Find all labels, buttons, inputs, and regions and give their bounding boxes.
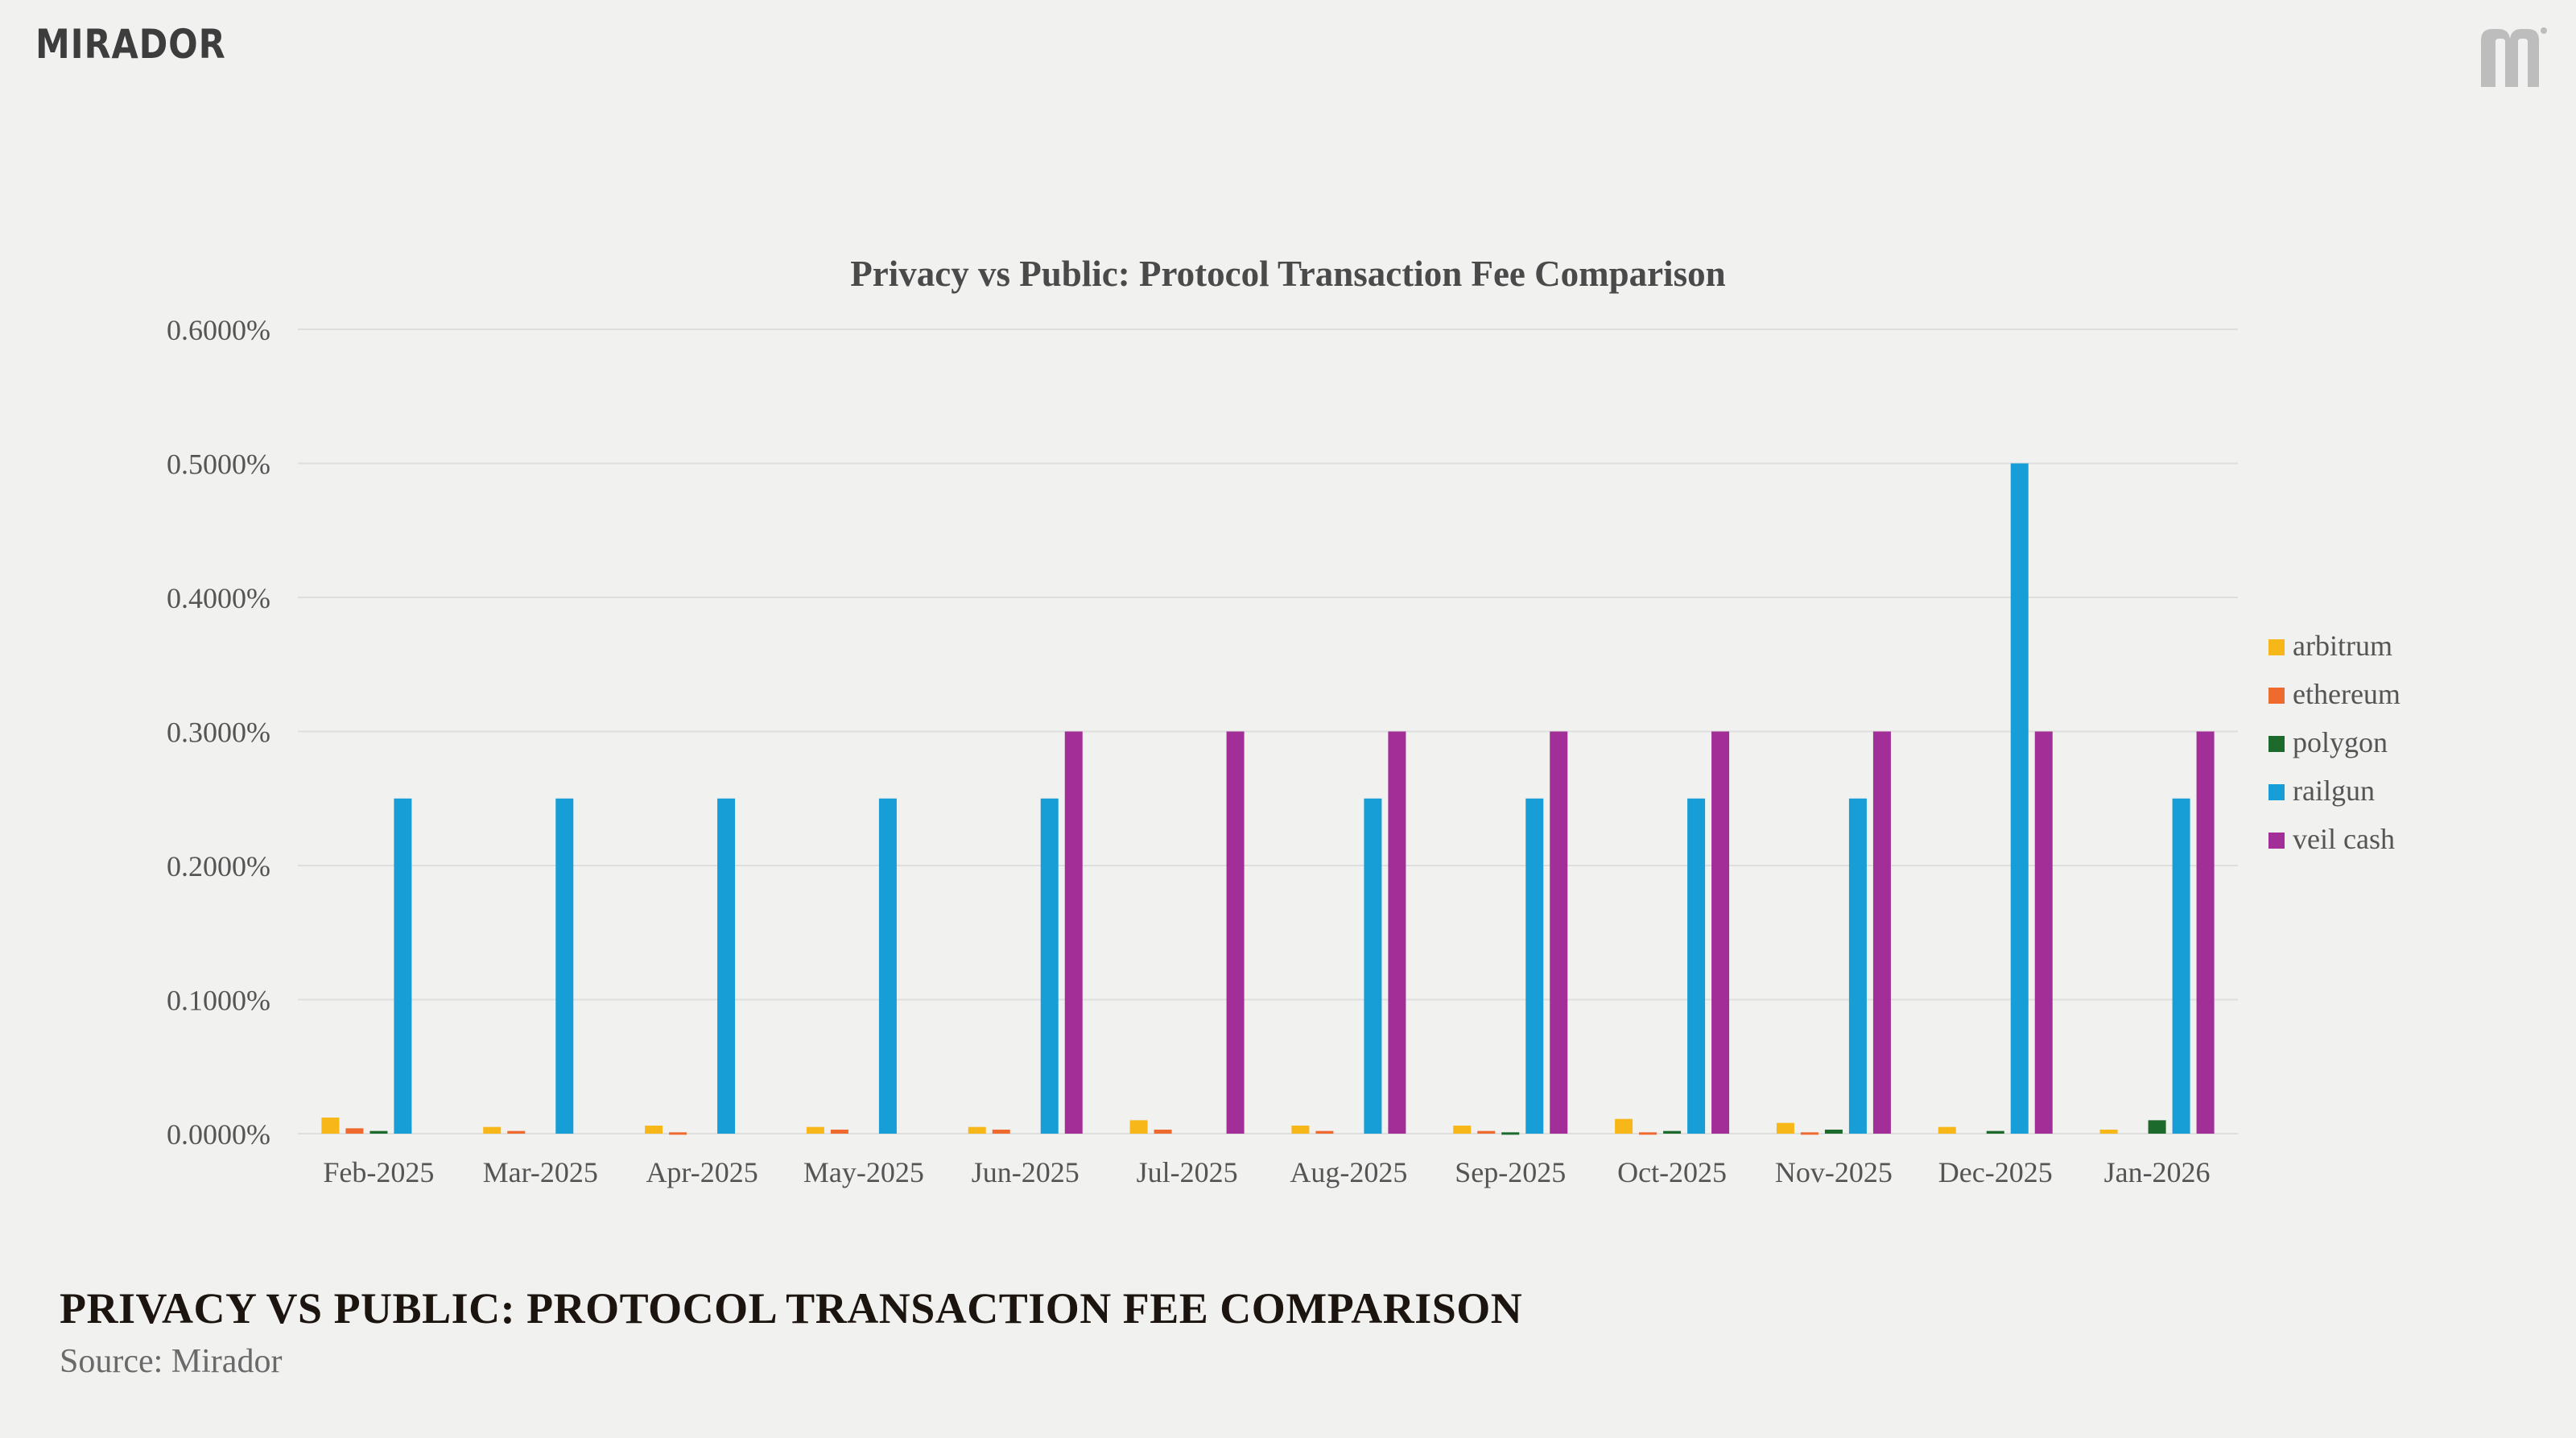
bar-railgun-Apr-2025	[717, 798, 736, 1134]
x-tick-label: Jun-2025	[972, 1156, 1080, 1188]
grid-lines	[298, 329, 2238, 1134]
bar-ethereum-Aug-2025	[1315, 1130, 1334, 1134]
bar-railgun-Jun-2025	[1040, 798, 1059, 1134]
bar-arbitrum-May-2025	[806, 1126, 824, 1134]
x-tick-label: Aug-2025	[1290, 1156, 1407, 1188]
bar-polygon-Oct-2025	[1663, 1130, 1682, 1134]
bar-veil-cash-Aug-2025	[1388, 731, 1406, 1134]
bar-arbitrum-Jul-2025	[1129, 1120, 1148, 1134]
bar-polygon-Feb-2025	[369, 1130, 388, 1134]
bar-railgun-Aug-2025	[1364, 798, 1382, 1134]
bar-arbitrum-Jan-2026	[2099, 1130, 2118, 1134]
x-tick-label: Jan-2026	[2104, 1156, 2211, 1188]
x-tick-label: Dec-2025	[1938, 1156, 2053, 1188]
legend-swatch-arbitrum	[2268, 639, 2285, 655]
bar-veil-cash-Nov-2025	[1872, 731, 1891, 1134]
bar-railgun-Jan-2026	[2172, 798, 2190, 1134]
bar-ethereum-Sep-2025	[1477, 1130, 1496, 1134]
bar-ethereum-Jul-2025	[1154, 1130, 1172, 1134]
bar-arbitrum-Mar-2025	[483, 1126, 502, 1134]
brand-logo: MIRADOR	[35, 21, 226, 68]
legend-swatch-railgun	[2268, 784, 2285, 800]
bar-chart: Privacy vs Public: Protocol Transaction …	[167, 254, 2401, 1188]
y-tick-label: 0.5000%	[167, 448, 270, 481]
bar-ethereum-May-2025	[830, 1130, 848, 1134]
y-tick-label: 0.3000%	[167, 717, 270, 749]
legend-label-ethereum: ethereum	[2293, 678, 2401, 710]
mirador-mark-icon	[2481, 27, 2547, 87]
legend-label-polygon: polygon	[2293, 726, 2388, 758]
bar-railgun-Oct-2025	[1687, 798, 1706, 1134]
bar-arbitrum-Dec-2025	[1938, 1126, 1956, 1134]
bar-arbitrum-Apr-2025	[645, 1126, 663, 1134]
bar-arbitrum-Nov-2025	[1776, 1122, 1794, 1134]
bar-polygon-Nov-2025	[1824, 1130, 1843, 1134]
bar-railgun-May-2025	[878, 798, 897, 1134]
bar-veil-cash-Jun-2025	[1064, 731, 1083, 1134]
bar-railgun-Nov-2025	[1848, 798, 1867, 1134]
y-tick-label: 0.2000%	[167, 850, 270, 882]
x-tick-label: Apr-2025	[646, 1156, 758, 1188]
bar-ethereum-Jun-2025	[992, 1130, 1010, 1134]
bar-ethereum-Nov-2025	[1800, 1132, 1818, 1135]
bar-veil-cash-Sep-2025	[1550, 731, 1568, 1134]
footer-title: PRIVACY VS PUBLIC: PROTOCOL TRANSACTION …	[60, 1284, 1523, 1333]
bars	[321, 463, 2215, 1135]
bar-arbitrum-Oct-2025	[1615, 1118, 1633, 1134]
bar-ethereum-Oct-2025	[1639, 1132, 1657, 1135]
y-tick-label: 0.1000%	[167, 985, 270, 1017]
bar-railgun-Sep-2025	[1525, 798, 1544, 1134]
bar-veil-cash-Dec-2025	[2034, 731, 2053, 1134]
bar-railgun-Feb-2025	[394, 798, 412, 1134]
legend: arbitrum ethereum polygon railgun veil cash	[2268, 630, 2401, 855]
legend-swatch-ethereum	[2268, 688, 2285, 704]
bar-polygon-Jan-2026	[2148, 1120, 2166, 1134]
bar-veil-cash-Jan-2026	[2196, 731, 2215, 1134]
legend-label-railgun: railgun	[2293, 775, 2375, 807]
legend-label-arbitrum: arbitrum	[2293, 630, 2392, 662]
bar-arbitrum-Jun-2025	[968, 1126, 986, 1134]
y-tick-label: 0.6000%	[167, 314, 270, 346]
x-tick-label: Feb-2025	[323, 1156, 434, 1188]
x-tick-label: Mar-2025	[483, 1156, 598, 1188]
bar-polygon-Dec-2025	[1986, 1130, 2004, 1134]
bar-polygon-Sep-2025	[1501, 1132, 1520, 1135]
bar-arbitrum-Feb-2025	[321, 1118, 340, 1134]
x-tick-label: Jul-2025	[1137, 1156, 1238, 1188]
footer-source: Source: Mirador	[60, 1343, 283, 1380]
x-tick-label: May-2025	[803, 1156, 924, 1188]
bar-ethereum-Apr-2025	[669, 1132, 687, 1135]
y-tick-label: 0.4000%	[167, 582, 270, 614]
chart-title: Privacy vs Public: Protocol Transaction …	[850, 254, 1725, 294]
bar-railgun-Dec-2025	[2010, 463, 2029, 1134]
bar-ethereum-Mar-2025	[507, 1130, 526, 1134]
legend-swatch-polygon	[2268, 736, 2285, 752]
y-axis-ticks: 0.0000% 0.1000% 0.2000% 0.3000% 0.4000% 0.500…	[167, 314, 270, 1151]
bar-arbitrum-Aug-2025	[1291, 1126, 1310, 1134]
x-tick-label: Sep-2025	[1455, 1156, 1566, 1188]
bar-veil-cash-Oct-2025	[1711, 731, 1730, 1134]
x-tick-label: Nov-2025	[1775, 1156, 1893, 1188]
bar-arbitrum-Sep-2025	[1453, 1126, 1472, 1134]
chart-area: Privacy vs Public: Protocol Transaction …	[167, 254, 2401, 1188]
legend-swatch-veil-cash	[2268, 833, 2285, 849]
bar-railgun-Mar-2025	[555, 798, 574, 1134]
y-tick-label: 0.0000%	[167, 1118, 270, 1151]
x-tick-label: Oct-2025	[1617, 1156, 1727, 1188]
bar-ethereum-Feb-2025	[345, 1128, 364, 1134]
legend-label-veil-cash: veil cash	[2293, 823, 2395, 855]
bar-veil-cash-Jul-2025	[1226, 731, 1245, 1134]
x-axis-ticks: Feb-2025 Mar-2025 Apr-2025 May-2025 Jun-2025…	[323, 1156, 2210, 1188]
